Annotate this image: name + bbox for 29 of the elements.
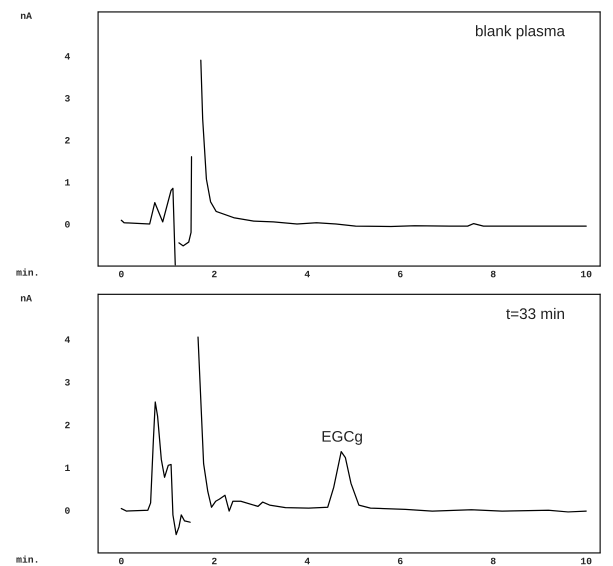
y-axis-title: nA	[20, 294, 32, 302]
y-tick-label: 2	[65, 137, 70, 144]
x-tick-label: 6	[398, 270, 403, 278]
y-axis-title: nA	[20, 12, 32, 19]
x-tick-label: 0	[118, 558, 124, 564]
y-tick-label: 0	[65, 507, 70, 514]
x-tick-label: 10	[581, 558, 592, 564]
y-tick-label: 3	[64, 95, 70, 102]
x-axis-title: min.	[16, 556, 38, 563]
y-tick-label: 1	[65, 179, 70, 186]
y-tick-label: 1	[65, 464, 70, 471]
x-tick-label: 4	[304, 270, 310, 278]
annotation: blank plasma	[476, 25, 565, 40]
x-tick-label: 4	[304, 558, 310, 564]
annotation: EGCg	[322, 430, 362, 445]
x-axis-title: min.	[16, 268, 38, 276]
annotation: t=33 min	[506, 308, 564, 320]
x-tick-label: 0	[118, 270, 124, 278]
x-tick-label: 2	[212, 558, 217, 564]
x-tick-label: 2	[212, 270, 217, 278]
y-tick-label: 3	[64, 378, 70, 386]
y-tick-label: 0	[65, 221, 70, 228]
x-tick-label: 10	[581, 270, 592, 278]
y-tick-label: 4	[64, 53, 70, 60]
y-tick-label: 2	[65, 422, 70, 428]
x-tick-label: 6	[398, 558, 403, 564]
x-tick-label: 8	[490, 270, 496, 278]
y-tick-label: 4	[64, 336, 70, 343]
x-tick-label: 8	[490, 558, 496, 564]
